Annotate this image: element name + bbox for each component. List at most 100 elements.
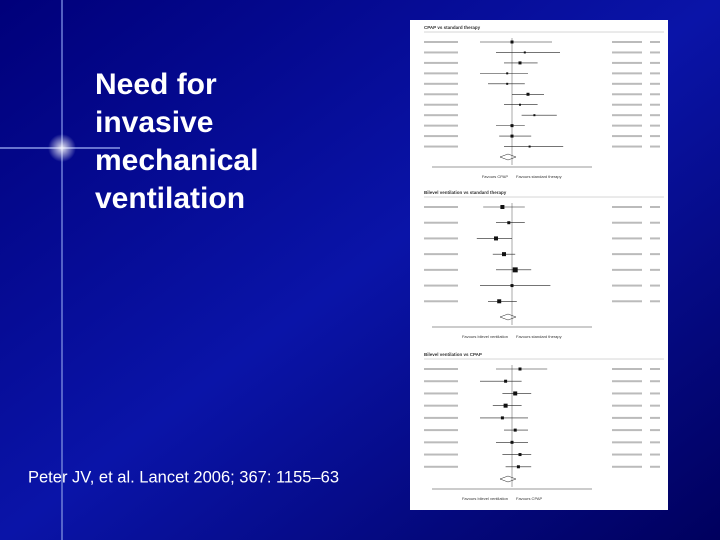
study-row-label (424, 300, 458, 303)
study-row-value (612, 368, 642, 370)
study-row-value (612, 392, 642, 395)
estimate (503, 403, 508, 408)
study-row-label (424, 221, 458, 224)
study-row-label (424, 268, 458, 271)
study-row-weight (650, 404, 660, 407)
estimate (523, 51, 526, 54)
study-row-value (612, 135, 642, 138)
favours-left: Favours CPAP (482, 174, 508, 179)
study-row-label (424, 368, 458, 370)
study-row-weight (650, 453, 660, 456)
study-row-value (612, 253, 642, 256)
study-row-value (612, 145, 642, 148)
study-row-value (612, 61, 642, 64)
study-row-label (424, 206, 458, 208)
title: Need for invasive mechanical ventilation (95, 68, 258, 215)
estimate (512, 267, 518, 273)
study-row-label (424, 441, 458, 444)
favours-right: Favours CPAP (516, 496, 542, 501)
study-row-value (612, 124, 642, 127)
estimate (494, 236, 498, 241)
study-row-label (424, 93, 458, 96)
study-row-weight (650, 441, 660, 444)
estimate (510, 134, 514, 138)
study-row-weight (650, 206, 660, 208)
favours-left: Favours bilevel ventilation (462, 496, 508, 501)
study-row-label (424, 103, 458, 106)
estimate (510, 40, 514, 44)
study-row-value (612, 221, 642, 224)
study-row-weight (650, 300, 660, 303)
estimate (518, 367, 522, 371)
study-row-value (612, 453, 642, 456)
study-row-weight (650, 51, 660, 54)
title-line: invasive (95, 106, 213, 139)
study-row-weight (650, 135, 660, 138)
study-row-weight (650, 93, 660, 96)
study-row-label (424, 82, 458, 85)
study-row-label (424, 72, 458, 75)
estimate (506, 72, 509, 75)
study-row-value (612, 429, 642, 432)
decor-glow (48, 134, 76, 162)
study-row-weight (650, 61, 660, 64)
study-row-weight (650, 82, 660, 85)
study-row-label (424, 124, 458, 127)
study-row-weight (650, 124, 660, 127)
citation: Peter JV, et al. Lancet 2006; 367: 1155–… (28, 468, 339, 486)
study-row-weight (650, 103, 660, 106)
title-line: ventilation (95, 182, 245, 215)
study-row-value (612, 82, 642, 85)
study-row-label (424, 380, 458, 383)
estimate (518, 61, 522, 65)
estimate (513, 391, 518, 396)
favours-right: Favours standard therapy (516, 334, 562, 339)
estimate (502, 252, 506, 257)
estimate (500, 416, 504, 420)
study-row-weight (650, 145, 660, 148)
estimate (497, 299, 502, 304)
panel-heading: Bilevel ventilation vs standard therapy (424, 190, 507, 195)
study-row-label (424, 51, 458, 54)
study-row-value (612, 72, 642, 75)
favours-left: Favours bilevel ventilation (462, 334, 508, 339)
study-row-weight (650, 429, 660, 432)
estimate (513, 428, 517, 432)
study-row-value (612, 51, 642, 54)
estimate (528, 145, 531, 148)
study-row-label (424, 41, 458, 43)
study-row-weight (650, 221, 660, 224)
study-row-value (612, 441, 642, 444)
figure (410, 20, 668, 510)
study-row-label (424, 392, 458, 395)
study-row-weight (650, 368, 660, 370)
study-row-label (424, 145, 458, 148)
estimate (533, 114, 536, 117)
study-row-value (612, 416, 642, 419)
estimate (510, 440, 514, 444)
study-row-label (424, 114, 458, 117)
study-row-weight (650, 253, 660, 256)
study-row-value (612, 268, 642, 271)
estimate (510, 284, 514, 288)
study-row-value (612, 465, 642, 468)
study-row-value (612, 300, 642, 303)
favours-right: Favours standard therapy (516, 174, 562, 179)
study-row-label (424, 284, 458, 287)
study-row-label (424, 404, 458, 407)
estimate (519, 103, 521, 106)
study-row-label (424, 416, 458, 419)
title-line: mechanical (95, 144, 258, 177)
pooled-diamond (499, 475, 517, 483)
estimate (506, 82, 509, 85)
study-row-weight (650, 284, 660, 287)
pooled-diamond (499, 153, 517, 161)
study-row-label (424, 429, 458, 432)
study-row-value (612, 103, 642, 106)
study-row-value (612, 114, 642, 117)
study-row-label (424, 465, 458, 468)
study-row-weight (650, 465, 660, 468)
estimate (518, 453, 522, 457)
